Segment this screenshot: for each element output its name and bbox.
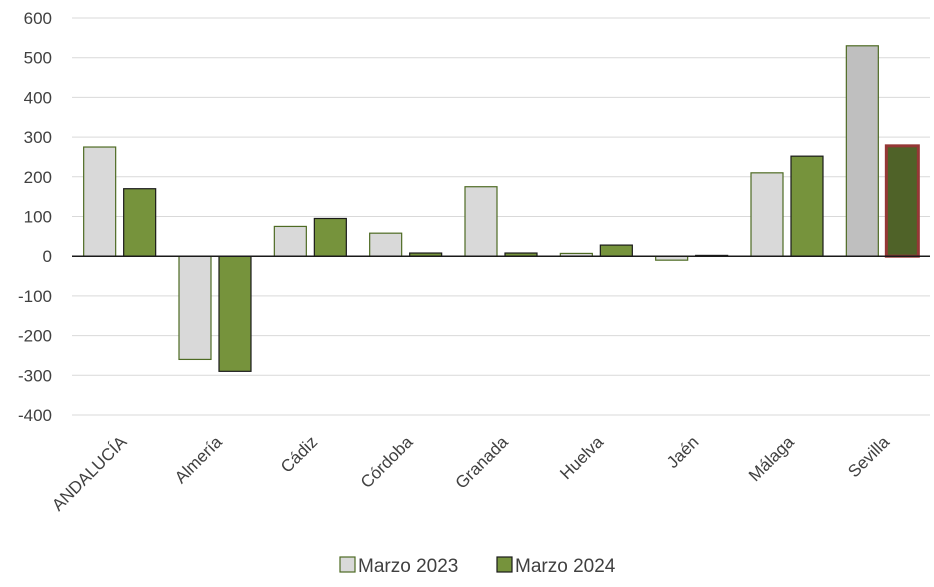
bar-marzo-2024 [599, 244, 633, 257]
y-tick-label: 400 [24, 88, 52, 107]
x-category-label: Almería [171, 432, 226, 487]
y-tick-label: -100 [18, 287, 52, 306]
y-axis-ticks: -400 -300 -200 -100 0 100 200 300 400 500 600 [18, 9, 52, 425]
bar-marzo-2024 [218, 255, 252, 372]
bar-marzo-2023 [178, 255, 212, 361]
bar-marzo-2023 [273, 225, 307, 257]
legend-label: Marzo 2023 [358, 556, 458, 577]
y-tick-label: 100 [24, 208, 52, 227]
x-category-label: Cádiz [277, 432, 321, 476]
y-tick-label: -200 [18, 327, 52, 346]
bar-marzo-2024 [790, 155, 824, 257]
bar-marzo-2023 [464, 186, 498, 257]
bars [83, 45, 920, 372]
x-category-label: Granada [452, 432, 513, 493]
bar-marzo-2023 [750, 172, 784, 257]
legend-label: Marzo 2024 [515, 556, 616, 577]
x-category-label: Huelva [556, 432, 607, 483]
legend-swatch [496, 556, 513, 573]
bar-marzo-2023 [83, 146, 117, 257]
gridlines [72, 17, 930, 416]
bar-marzo-2024 [313, 217, 347, 257]
y-tick-label: 500 [24, 49, 52, 68]
x-category-label: Sevilla [844, 432, 893, 481]
x-category-label: Córdoba [357, 432, 417, 492]
y-tick-label: -400 [18, 406, 52, 425]
legend-swatch [339, 556, 356, 573]
bar-marzo-2024 [123, 188, 157, 257]
x-axis-categories: ANDALUCÍA Almería Cádiz Córdoba Granada Huelv… [48, 432, 893, 515]
y-tick-label: -300 [18, 366, 52, 385]
y-tick-label: 300 [24, 128, 52, 147]
x-category-label: Jaén [663, 432, 703, 472]
y-tick-label: 0 [43, 247, 52, 266]
x-category-label: Málaga [745, 432, 798, 485]
legend: Marzo 2023 Marzo 2024 [339, 556, 616, 577]
bar-marzo-2023 [845, 45, 879, 257]
y-tick-label: 200 [24, 168, 52, 187]
bar-marzo-2024 [884, 144, 920, 258]
y-tick-label: 600 [24, 9, 52, 28]
bar-marzo-2023 [369, 232, 403, 257]
x-category-label: ANDALUCÍA [48, 432, 131, 515]
